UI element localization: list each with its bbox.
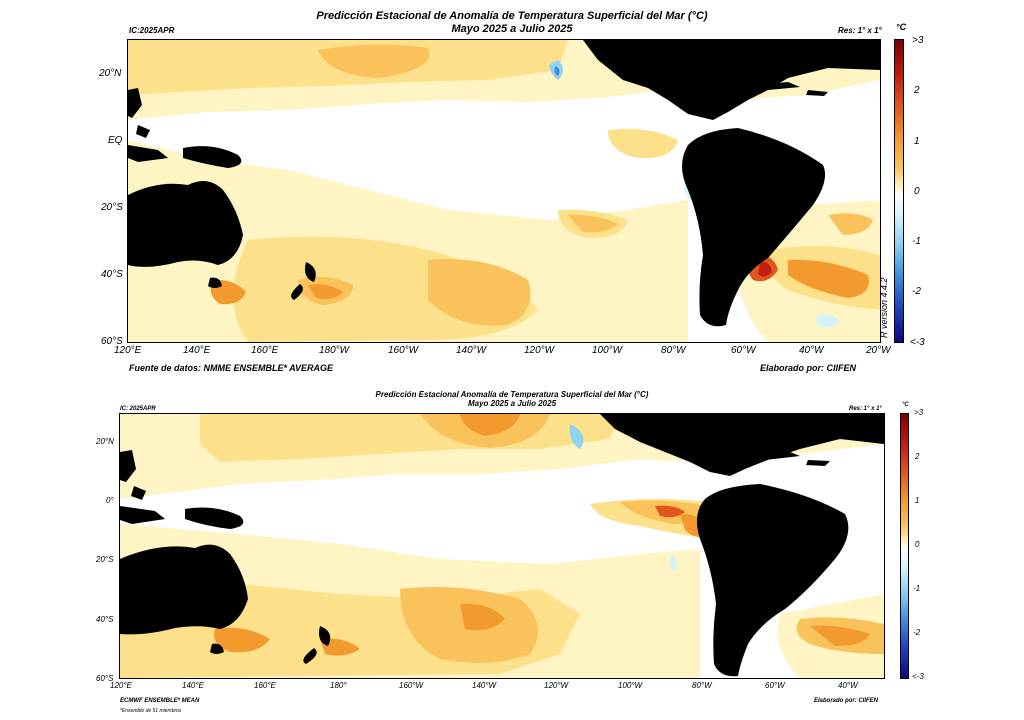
bottom-panel: Predicción Estacional Anomalía de Temper… (0, 388, 1024, 720)
top-land-mask (128, 40, 880, 327)
top-lon-label: 60°W (731, 345, 756, 356)
bottom-lon-label: 120°W (544, 681, 569, 690)
top-lon-label: 160°E (251, 345, 279, 356)
bottom-lat-label-60s: 60°S (96, 674, 114, 683)
top-lat-label-eq: EQ (108, 135, 123, 146)
top-author-label: Elaborado por: CIIFEN (760, 363, 857, 373)
top-lon-label: 120°E (114, 345, 142, 356)
top-lon-label: 140°E (183, 345, 211, 356)
bottom-colorbar-unit: °C (902, 402, 909, 408)
top-lon-label: 40°W (799, 345, 824, 356)
bottom-lon-label: 140°W (472, 681, 497, 690)
top-colorbar-label: 1 (914, 136, 920, 147)
top-colorbar-label: >3 (912, 35, 924, 46)
bottom-lon-label: 180° (330, 681, 347, 690)
bottom-lon-label: 40°W (838, 681, 858, 690)
top-lat-label-60s: 60°S (101, 336, 123, 347)
bottom-anomaly-field (120, 414, 884, 678)
top-lon-label: 120°W (524, 345, 555, 356)
top-colorbar-label: <-3 (910, 337, 925, 348)
top-title: Predicción Estacional de Anomalía de Tem… (316, 10, 708, 22)
bottom-title: Predicción Estacional Anomalía de Temper… (375, 390, 649, 399)
top-lon-label: 180°W (319, 345, 350, 356)
top-colorbar-label: 2 (914, 85, 920, 96)
top-lat-label-20n: 20°N (99, 68, 122, 79)
top-lon-label: 80°W (661, 345, 686, 356)
bottom-author-label: Elaborado por: CIIFEN (814, 698, 879, 704)
bottom-footnote: *Ensemble de 51 miembros (120, 708, 182, 714)
top-lon-label: 140°W (456, 345, 487, 356)
top-sst-map (127, 39, 881, 343)
top-version-label: R version 4.4.2 (879, 277, 889, 338)
top-subtitle: Mayo 2025 a Julio 2025 (451, 23, 573, 35)
bottom-colorbar-label: -2 (913, 628, 921, 637)
bottom-colorbar-label: >3 (914, 408, 924, 417)
top-panel: Predicción Estacional de Anomalía de Tem… (99, 10, 925, 373)
bottom-lon-label: 140°E (182, 681, 204, 690)
bottom-land-mask (120, 414, 884, 677)
bottom-colorbar-label: 2 (915, 452, 920, 461)
bottom-lon-label: 160°W (399, 681, 424, 690)
bottom-ic-label: IC: 2025APR (120, 406, 156, 412)
bottom-lon-label: 100°W (618, 681, 643, 690)
bottom-lon-label: 60°W (765, 681, 785, 690)
top-colorbar-unit: °C (896, 22, 907, 32)
bottom-lon-label: 80°W (692, 681, 712, 690)
bottom-lon-label: 160°E (254, 681, 276, 690)
bottom-lon-label: 120°E (110, 681, 132, 690)
top-colorbar (894, 39, 904, 343)
bottom-colorbar-label: 1 (915, 496, 920, 505)
bottom-sst-map (119, 413, 885, 679)
top-lon-label: 20°W (866, 345, 891, 356)
top-lat-label-40s: 40°S (101, 269, 123, 280)
top-source-label: Fuente de datos: NMME ENSEMBLE* AVERAGE (129, 363, 334, 373)
top-colorbar-label: -2 (912, 286, 921, 297)
top-lon-label: 160°W (388, 345, 419, 356)
bottom-lat-label-0: 0° (106, 496, 114, 505)
bottom-colorbar-label: 0 (915, 540, 920, 549)
bottom-res-label: Res: 1° x 1° (849, 406, 882, 412)
bottom-colorbar-label: <-3 (912, 672, 924, 681)
bottom-lat-label-40s: 40°S (96, 615, 114, 624)
bottom-subtitle: Mayo 2025 a Julio 2025 (467, 399, 557, 408)
bottom-lat-label-20n: 20°N (96, 437, 114, 446)
top-ic-label: IC:2025APR (129, 26, 175, 35)
bottom-source-label: ECMWF ENSEMBLE* MEAN (120, 698, 200, 704)
bottom-colorbar-label: -1 (913, 584, 921, 593)
bottom-colorbar (900, 413, 909, 679)
top-res-label: Res: 1° x 1° (838, 26, 882, 35)
bottom-lat-label-20s: 20°S (96, 555, 114, 564)
top-colorbar-label: -1 (912, 236, 921, 247)
top-lon-label: 100°W (592, 345, 623, 356)
top-colorbar-label: 0 (914, 186, 920, 197)
top-lat-label-20s: 20°S (101, 202, 123, 213)
